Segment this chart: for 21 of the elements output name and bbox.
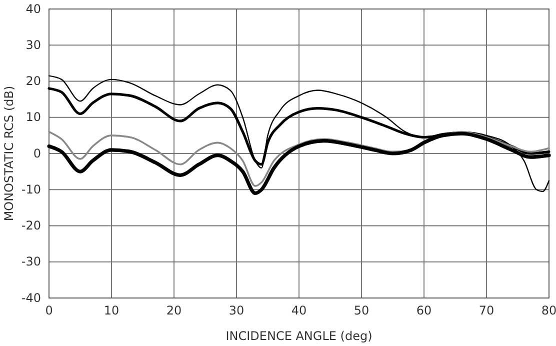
y-tick-label: 10 <box>26 110 41 124</box>
y-tick-label: 30 <box>26 38 41 52</box>
y-tick-label: -20 <box>21 218 41 233</box>
x-tick-label: 30 <box>228 304 244 318</box>
y-axis-title: MONOSTATIC RCS (dB) <box>2 86 16 222</box>
x-tick-label: 0 <box>45 304 53 318</box>
y-tick-label: 0 <box>33 146 41 160</box>
x-tick-label: 70 <box>478 304 494 318</box>
y-tick-label: 40 <box>26 2 41 16</box>
x-axis-title: INCIDENCE ANGLE (deg) <box>226 329 372 343</box>
line-series <box>48 75 550 192</box>
x-tick-label: 80 <box>541 304 556 318</box>
y-tick-label: -30 <box>21 254 41 269</box>
y-tick-label: -10 <box>21 182 41 196</box>
x-tick-label: 10 <box>104 304 120 318</box>
y-tick-label: 20 <box>26 74 41 88</box>
y-tick-label: -40 <box>21 290 41 305</box>
x-tick-label: 50 <box>354 304 370 318</box>
x-tick-label: 60 <box>416 304 432 318</box>
x-tick-label: 20 <box>166 304 182 318</box>
x-tick-label: 40 <box>291 304 307 318</box>
